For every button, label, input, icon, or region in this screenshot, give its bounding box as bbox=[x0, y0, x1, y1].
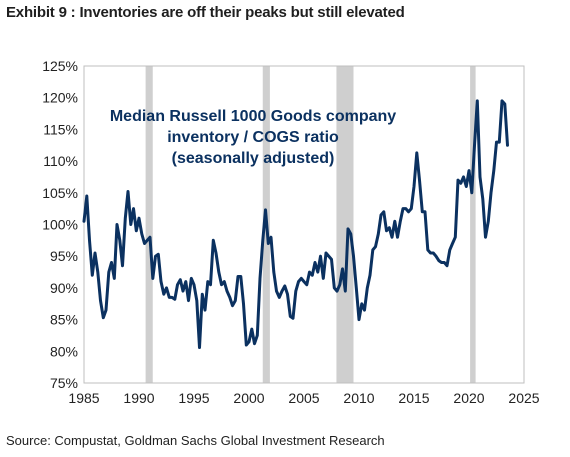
annotation-line-3: (seasonally adjusted) bbox=[172, 150, 335, 167]
x-tick-label: 2010 bbox=[343, 390, 374, 406]
y-tick-label: 95% bbox=[50, 248, 78, 264]
chart-title: Exhibit 9 : Inventories are off their pe… bbox=[6, 4, 405, 21]
y-tick-label: 80% bbox=[50, 343, 78, 359]
inventory-line-chart: 75%80%85%90%95%100%105%110%115%120%125% … bbox=[42, 58, 540, 406]
y-tick-label: 105% bbox=[42, 185, 78, 201]
annotation-line-1: Median Russell 1000 Goods company bbox=[110, 108, 396, 125]
x-tick-label: 1985 bbox=[68, 390, 99, 406]
recession-band-3 bbox=[336, 66, 354, 383]
y-axis-ticks: 75% 80% 85% 90% 95% 100% 105% 110% 115% 120% 125% bbox=[42, 58, 78, 391]
x-tick-label: 2000 bbox=[233, 390, 264, 406]
y-tick-label: 75% bbox=[50, 375, 78, 391]
y-tick-label: 115% bbox=[43, 121, 78, 137]
recession-band-1 bbox=[145, 66, 153, 383]
y-tick-label: 125% bbox=[42, 58, 78, 74]
y-tick-label: 85% bbox=[50, 312, 78, 328]
x-tick-label: 1990 bbox=[123, 390, 154, 406]
chart-annotation: Median Russell 1000 Goods company invento… bbox=[110, 108, 396, 167]
x-tick-label: 1995 bbox=[178, 390, 209, 406]
annotation-line-2: inventory / COGS ratio bbox=[167, 129, 339, 146]
y-tick-label: 90% bbox=[50, 280, 78, 296]
x-tick-label: 2020 bbox=[453, 390, 484, 406]
x-tick-label: 2005 bbox=[288, 390, 319, 406]
y-tick-label: 110% bbox=[43, 153, 78, 169]
y-tick-label: 100% bbox=[42, 217, 78, 233]
y-tick-label: 120% bbox=[42, 90, 78, 106]
series-line-inventory-cogs-ratio bbox=[82, 99, 509, 349]
recession-band-4 bbox=[470, 66, 476, 383]
x-tick-label: 2025 bbox=[508, 390, 539, 406]
source-note: Source: Compustat, Goldman Sachs Global … bbox=[6, 433, 385, 448]
x-axis-ticks: 1985 1990 1995 2000 2005 2010 2015 2020 2025 bbox=[68, 390, 539, 406]
plot-frame bbox=[83, 65, 525, 384]
x-tick-label: 2015 bbox=[398, 390, 429, 406]
